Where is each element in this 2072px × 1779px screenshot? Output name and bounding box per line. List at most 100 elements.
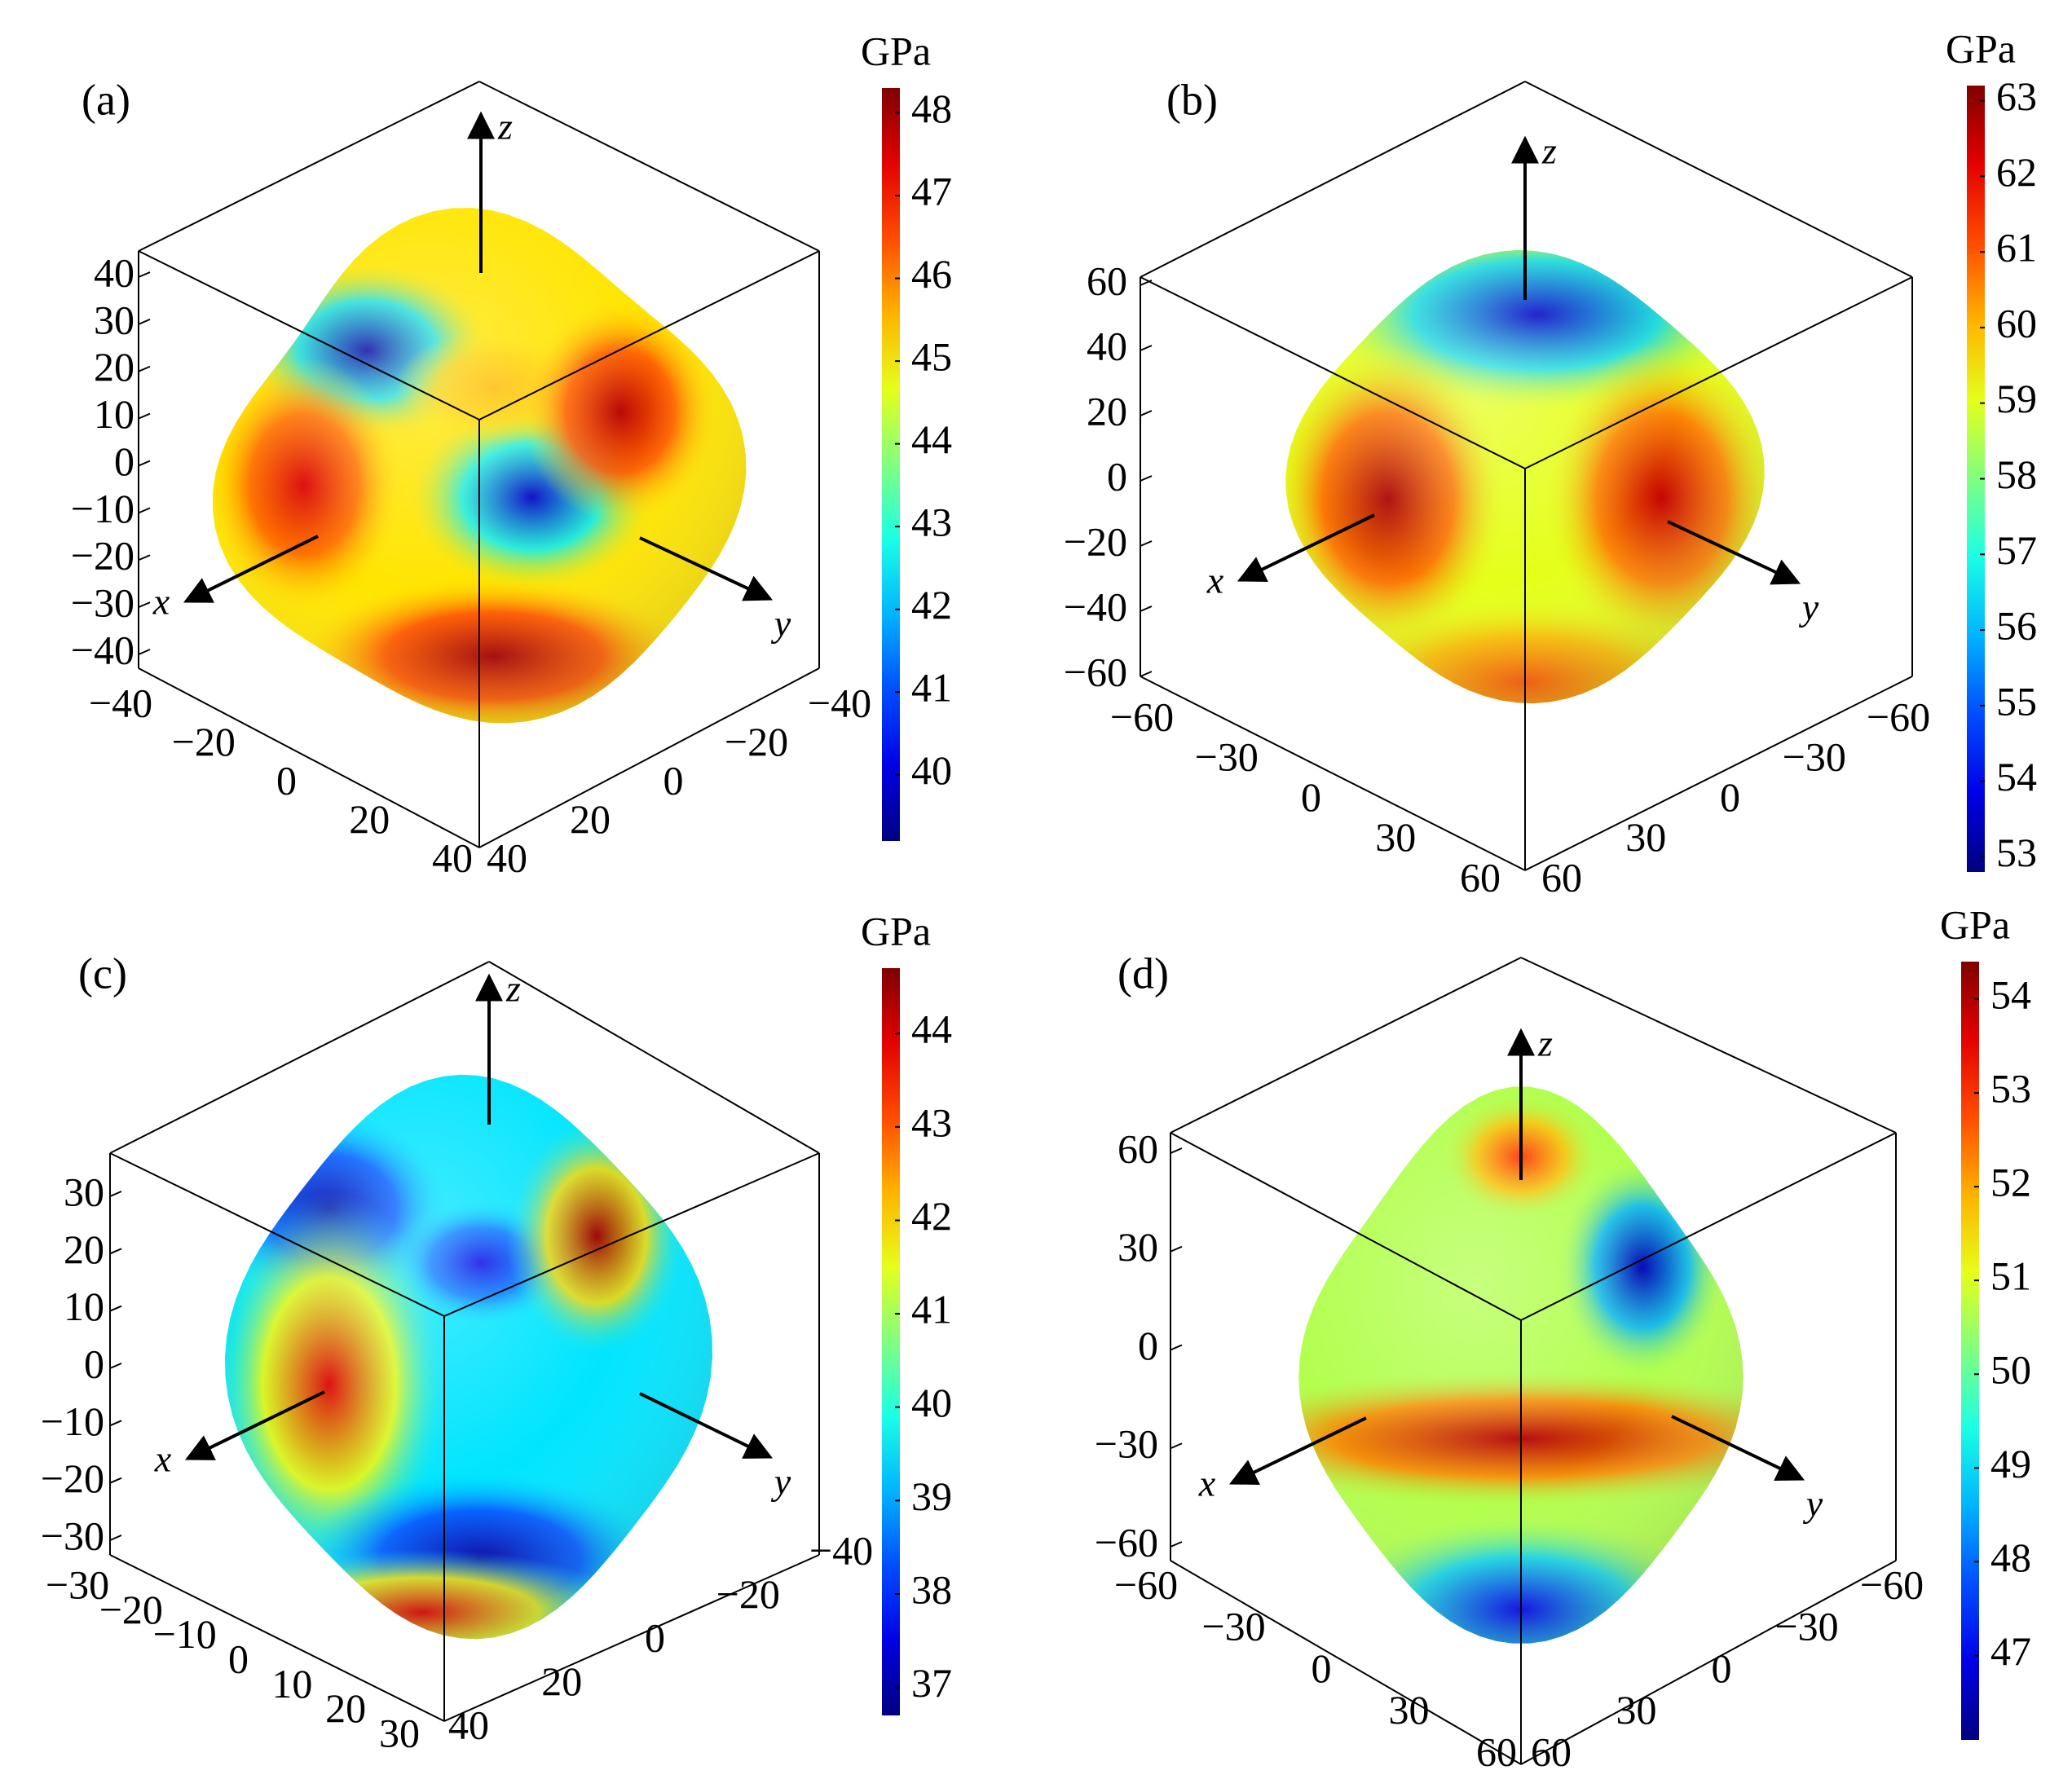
z-tick-mark — [1170, 1541, 1183, 1548]
box-edge — [443, 1554, 820, 1722]
z-tick-mark — [109, 1363, 122, 1369]
box-edge — [478, 667, 820, 848]
z-tick-label: −30 — [41, 1513, 104, 1558]
colorbar — [882, 88, 900, 841]
z-tick-label: 20 — [94, 344, 134, 390]
x-tick-label: 0 — [228, 1636, 249, 1681]
x-tick-label: −20 — [99, 1587, 163, 1632]
box-edge — [478, 81, 820, 252]
z-tick-label: 20 — [1087, 388, 1127, 434]
y-tick-label: −30 — [1774, 1604, 1838, 1649]
x-tick-label: 10 — [271, 1661, 312, 1706]
z-tick-label: 0 — [1138, 1323, 1158, 1368]
z-tick-label: −40 — [71, 627, 134, 672]
z-tick-mark — [138, 365, 151, 372]
box-edge — [1140, 676, 1526, 871]
colorbar-tick-label: 45 — [911, 334, 952, 380]
y-tick-label: −20 — [725, 719, 788, 764]
x-tick-label: 30 — [1389, 1687, 1430, 1733]
z-tick-label: 30 — [64, 1169, 104, 1214]
surface-body — [212, 208, 747, 724]
z-tick-mark — [1140, 605, 1153, 612]
z-tick-mark — [1170, 1245, 1183, 1253]
x-axis-arrow — [183, 535, 319, 603]
box-edge-front — [138, 250, 480, 421]
x-tick-label: −60 — [1114, 1561, 1178, 1607]
colorbar-tick-label: 61 — [1996, 225, 2037, 271]
colorbar-tick-label: 47 — [1990, 1628, 2031, 1674]
colorbar-tick-label: 63 — [1996, 73, 2037, 119]
colorbar-tick-label: 56 — [1996, 603, 2037, 649]
z-tick-label: −10 — [71, 486, 134, 531]
box-edge — [138, 81, 480, 252]
colorbar-tick-label: 42 — [911, 1193, 952, 1239]
x-tick-label: 20 — [325, 1685, 366, 1731]
z-tick-label: 10 — [64, 1284, 104, 1329]
colorbar-tick-label: 47 — [911, 168, 952, 214]
surface-plot-a: 403020100−10−20−30−40−40−2002040−40−2002… — [71, 28, 952, 880]
x-tick-label: 20 — [349, 796, 390, 842]
z-tick-label: 0 — [114, 438, 134, 484]
x-axis-arrow — [1237, 513, 1375, 582]
y-tick-label: 30 — [1616, 1687, 1657, 1733]
z-tick-mark — [138, 601, 151, 609]
x-tick-label: −60 — [1110, 694, 1174, 739]
colorbar — [1967, 86, 1985, 872]
box-edge — [109, 1554, 445, 1722]
colorbar-unit: GPa — [1946, 25, 2016, 71]
box-edge — [1524, 81, 1913, 278]
box-edge — [1520, 957, 1897, 1134]
panel-label: (b) — [1166, 75, 1218, 124]
x-tick-label: 40 — [432, 834, 473, 880]
panel-a: 40 30 20 10 0 −10 −20 −30 −40 −40 −20 0 20 40 −40 −20 0 2… — [0, 0, 1036, 888]
z-arrow-label: z — [505, 968, 521, 1010]
colorbar-unit: GPa — [861, 28, 931, 73]
z-tick-mark — [1140, 410, 1153, 416]
y-tick-label: 20 — [570, 796, 611, 842]
z-tick-mark — [1140, 671, 1153, 677]
colorbar-tick-label: 58 — [1996, 451, 2037, 497]
z-tick-mark — [138, 649, 151, 655]
x-tick-label: 60 — [1476, 1728, 1517, 1774]
box-edge-front — [1170, 1132, 1522, 1321]
y-tick-label: −30 — [1783, 734, 1846, 780]
x-tick-label: 30 — [1375, 814, 1416, 860]
colorbar — [1961, 962, 1979, 1740]
z-tick-label: −60 — [1095, 1519, 1158, 1565]
z-tick-label: −10 — [41, 1398, 104, 1444]
z-tick-mark — [1140, 475, 1153, 482]
colorbar-tick-label: 44 — [911, 1006, 952, 1052]
z-tick-label: −30 — [71, 580, 134, 626]
z-arrow-label: z — [1537, 1023, 1553, 1064]
x-tick-label: 0 — [1301, 774, 1321, 820]
z-tick-label: 10 — [94, 391, 134, 437]
z-tick-mark — [138, 412, 151, 420]
box-edge — [488, 961, 820, 1154]
y-tick-label: 0 — [645, 1614, 665, 1660]
y-tick-label: 20 — [541, 1658, 582, 1704]
box-edge-front — [478, 250, 820, 421]
box-edge — [1170, 957, 1522, 1134]
z-tick-mark — [109, 1248, 122, 1255]
y-tick-label: −20 — [716, 1571, 780, 1617]
colorbar-tick-label: 59 — [1996, 376, 2037, 421]
z-tick-mark — [109, 1477, 122, 1484]
y-axis-arrow — [1671, 1415, 1805, 1482]
z-tick-mark — [1170, 1344, 1183, 1351]
colorbar-tick-label: 43 — [911, 1099, 952, 1145]
z-tick-mark — [138, 460, 151, 467]
colorbar-unit: GPa — [861, 908, 931, 953]
z-arrow-label: z — [1541, 130, 1557, 172]
z-tick-label: 60 — [1087, 258, 1127, 303]
z-tick-mark — [138, 507, 151, 514]
box-edge — [1520, 1560, 1897, 1765]
panel-label: (d) — [1118, 949, 1169, 997]
panel-b: 60 40 20 0 −20 −40 −60 −60 −30 0 30 60 −60 −30 0 30 60 z x… — [1036, 0, 2072, 900]
y-tick-label: 60 — [1541, 854, 1582, 900]
z-tick-label: 0 — [1107, 453, 1127, 499]
colorbar-tick-label: 53 — [1990, 1066, 2031, 1112]
colorbar-tick-label: 57 — [1996, 527, 2037, 573]
x-tick-label: −30 — [46, 1561, 109, 1607]
y-tick-label: 30 — [1625, 814, 1666, 860]
panel-c: 30 20 10 0 −10 −20 −30 −30 −20 −10 0 10 20 30 −40 −20 0 2… — [0, 888, 1036, 1777]
